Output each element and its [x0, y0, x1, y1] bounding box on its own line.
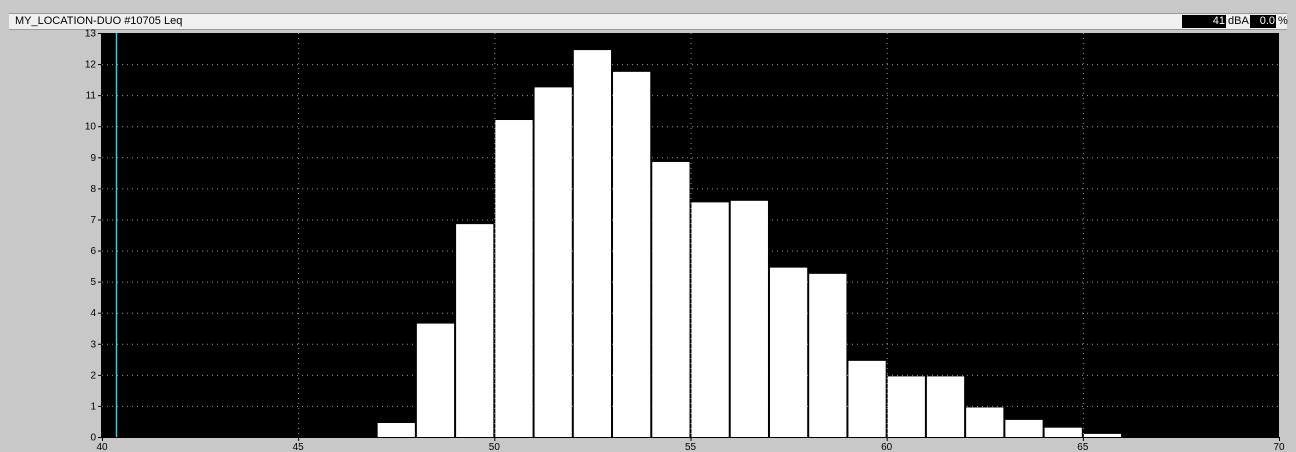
y-tick-label: 10 [85, 122, 97, 133]
y-tick-label: 1 [90, 401, 96, 412]
y-tick-label: 8 [90, 184, 96, 195]
chart-title-bar: MY_LOCATION-DUO #10705 Leq 41 dBA 0.0 % [9, 13, 1288, 30]
x-tick-label: 45 [293, 442, 305, 452]
x-tick-label: 55 [685, 442, 697, 452]
x-tick-label: 50 [489, 442, 501, 452]
x-tick-label: 70 [1273, 442, 1285, 452]
y-tick-label: 2 [90, 370, 96, 381]
histogram-bar [1044, 427, 1082, 437]
chart-title: MY_LOCATION-DUO #10705 Leq [15, 15, 183, 27]
histogram-bar [416, 323, 455, 437]
histogram-bar [495, 120, 533, 437]
y-tick-label: 12 [85, 60, 97, 71]
histogram-bar [809, 273, 847, 437]
histogram-bar [966, 407, 1004, 437]
histogram-bar [456, 224, 494, 437]
histogram-bar [730, 200, 768, 437]
y-tick-label: 5 [90, 277, 96, 288]
y-tick-label: 7 [90, 215, 96, 226]
plot-area [102, 33, 1279, 437]
histogram-bar [377, 423, 415, 437]
histogram-bar [691, 202, 729, 437]
histogram-bar [887, 376, 925, 437]
y-tick-label: 0 [90, 433, 96, 444]
x-tick-label: 40 [96, 442, 108, 452]
level-readout: 41 [1182, 15, 1226, 28]
y-tick-label: 13 [85, 29, 97, 40]
x-tick-label: 65 [1077, 442, 1089, 452]
histogram-bar [848, 360, 886, 437]
histogram-bar [1005, 419, 1043, 437]
histogram-bar [769, 267, 808, 437]
histogram-bar [652, 161, 690, 437]
histogram-bar [1083, 433, 1122, 437]
x-tick-label: 60 [881, 442, 893, 452]
histogram-bar [926, 376, 965, 437]
y-tick-label: 11 [86, 91, 97, 102]
histogram-bar [573, 50, 612, 437]
y-tick-label: 6 [90, 246, 96, 257]
y-tick-label: 9 [90, 153, 96, 164]
y-tick-label: 3 [90, 339, 96, 350]
y-tick-label: 4 [90, 308, 96, 319]
percent-readout: 0.0 [1250, 15, 1276, 28]
level-unit-label: dBA [1228, 15, 1249, 27]
histogram-bar [534, 87, 572, 437]
percent-unit-label: % [1278, 15, 1288, 27]
histogram-bar [613, 71, 651, 437]
